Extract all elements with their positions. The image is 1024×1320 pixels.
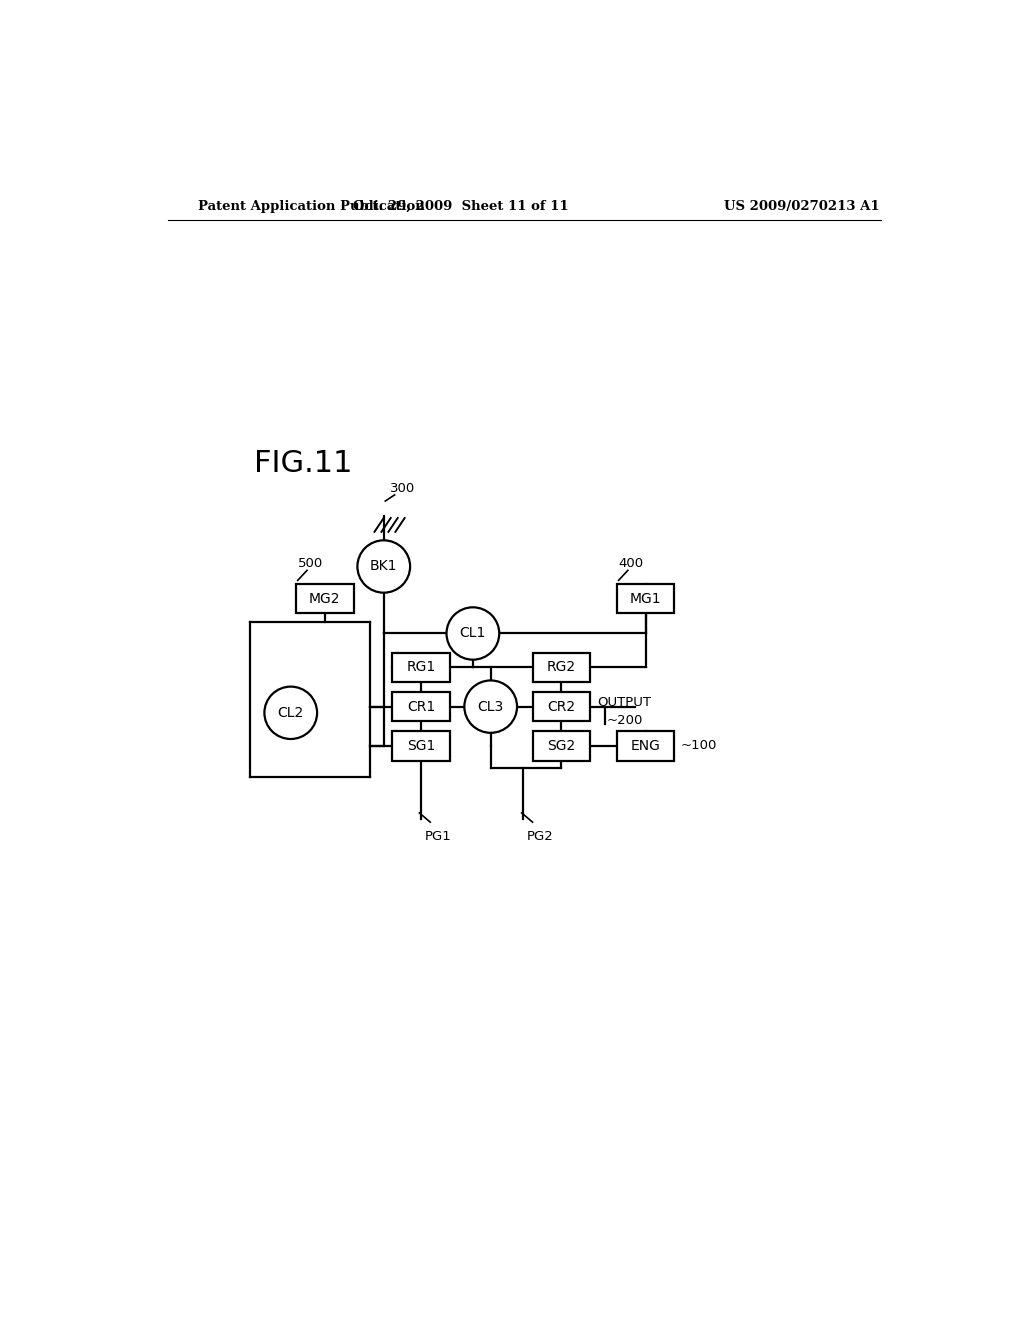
FancyBboxPatch shape	[617, 585, 675, 614]
FancyBboxPatch shape	[296, 585, 353, 614]
FancyBboxPatch shape	[532, 731, 590, 760]
Text: ENG: ENG	[631, 739, 660, 752]
Text: Oct. 29, 2009  Sheet 11 of 11: Oct. 29, 2009 Sheet 11 of 11	[353, 199, 569, 213]
Text: RG2: RG2	[547, 660, 575, 675]
Circle shape	[264, 686, 317, 739]
Text: SG1: SG1	[407, 739, 435, 752]
Text: PG1: PG1	[425, 830, 452, 843]
Text: 500: 500	[298, 557, 323, 570]
Text: OUTPUT: OUTPUT	[598, 696, 651, 709]
Text: CR1: CR1	[407, 700, 435, 714]
Text: 300: 300	[390, 482, 415, 495]
FancyBboxPatch shape	[392, 731, 450, 760]
FancyBboxPatch shape	[532, 653, 590, 682]
Circle shape	[464, 681, 517, 733]
FancyBboxPatch shape	[617, 731, 675, 760]
Text: CL1: CL1	[460, 627, 486, 640]
Text: 400: 400	[618, 557, 644, 570]
Text: ~100: ~100	[681, 739, 717, 752]
Circle shape	[446, 607, 500, 660]
Text: CL3: CL3	[477, 700, 504, 714]
Text: BK1: BK1	[370, 560, 397, 573]
FancyBboxPatch shape	[392, 692, 450, 721]
Circle shape	[357, 540, 410, 593]
Text: MG2: MG2	[309, 591, 341, 606]
Text: CR2: CR2	[547, 700, 575, 714]
Text: US 2009/0270213 A1: US 2009/0270213 A1	[724, 199, 880, 213]
FancyBboxPatch shape	[392, 653, 450, 682]
Text: Patent Application Publication: Patent Application Publication	[198, 199, 425, 213]
Text: PG2: PG2	[527, 830, 554, 843]
Text: MG1: MG1	[630, 591, 662, 606]
Text: RG1: RG1	[407, 660, 435, 675]
Text: CL2: CL2	[278, 706, 304, 719]
FancyBboxPatch shape	[532, 692, 590, 721]
Text: FIG.11: FIG.11	[254, 449, 352, 478]
Text: SG2: SG2	[547, 739, 575, 752]
Text: ~200: ~200	[607, 714, 643, 727]
